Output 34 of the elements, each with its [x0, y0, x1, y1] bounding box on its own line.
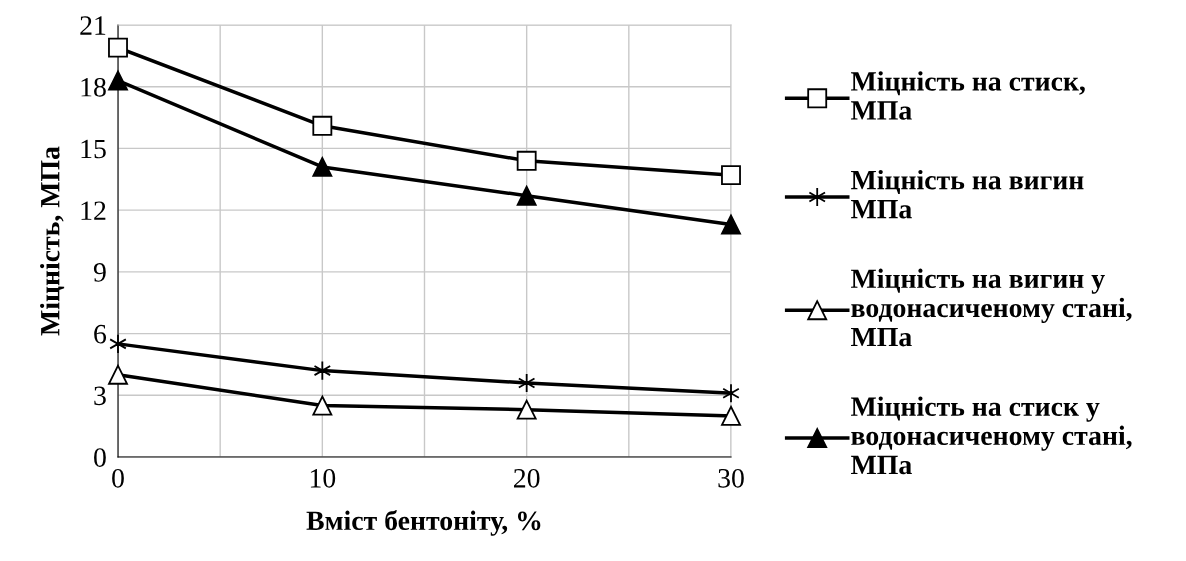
point: [312, 157, 333, 177]
point: [722, 383, 740, 404]
legend-label: Міцність на стиск, МПа: [851, 71, 1085, 120]
point: [721, 405, 741, 426]
x-tick-label: 0: [112, 468, 124, 488]
y-tick-label: 12: [81, 201, 106, 220]
point: [313, 360, 332, 381]
x-tick-label: 10: [310, 468, 336, 488]
legend-label: Міцність на вигин у водонасиченому стані, МПа: [851, 268, 1132, 347]
y-tick-label: 21: [80, 16, 106, 35]
point: [516, 399, 537, 420]
y-tick-label: 9: [93, 263, 106, 282]
point: [108, 70, 128, 91]
point: [109, 333, 127, 354]
y-tick-label: 3: [94, 386, 106, 406]
point: [517, 373, 536, 393]
point: [516, 185, 537, 206]
legend-label: Міцність на вигин МПа: [851, 169, 1084, 219]
point: [108, 37, 128, 58]
point: [721, 214, 741, 235]
x-axis-title: Вміст бентоніту, %: [306, 509, 541, 536]
point: [312, 395, 333, 416]
x-tick-label: 30: [718, 468, 744, 488]
point: [721, 165, 741, 186]
legend-label: Міцність на стиск у водонасиченому стані, МПа: [851, 396, 1132, 475]
y-tick-label: 18: [81, 77, 106, 97]
y-tick-label: 6: [94, 324, 107, 344]
y-tick-label: 15: [81, 139, 106, 159]
x-tick-label: 20: [514, 468, 540, 488]
point: [312, 115, 333, 136]
y-axis-title: Міцність, МПа: [40, 146, 65, 336]
y-tick-label: 0: [94, 448, 106, 467]
point: [516, 150, 537, 171]
point: [108, 364, 128, 385]
